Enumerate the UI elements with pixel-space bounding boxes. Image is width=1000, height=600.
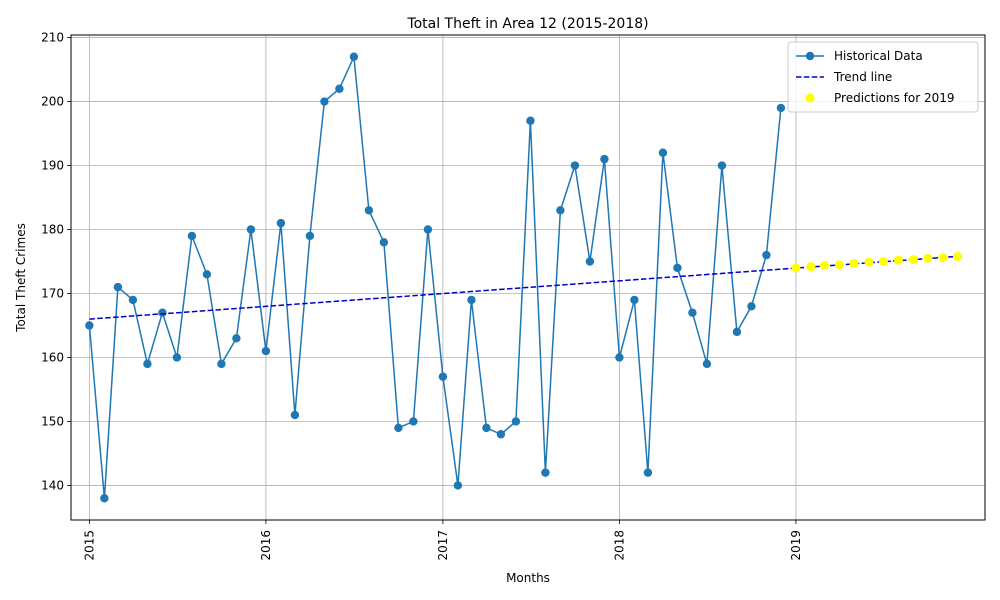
historical-data-point <box>438 372 448 381</box>
series-group <box>85 52 962 503</box>
y-axis-label: Total Theft Crimes <box>14 223 28 333</box>
y-tick-label: 210 <box>41 31 64 45</box>
prediction-point <box>819 260 829 270</box>
y-tick-label: 200 <box>41 95 64 109</box>
historical-data-point <box>526 116 535 125</box>
historical-data-point <box>305 231 315 241</box>
y-tick-label: 170 <box>41 286 64 300</box>
historical-data-point <box>379 238 389 247</box>
historical-data-point <box>556 206 565 215</box>
historical-data-point <box>717 161 727 170</box>
historical-data-point <box>394 423 403 433</box>
historical-data-point <box>673 263 682 273</box>
prediction-point <box>893 255 903 265</box>
historical-data-point <box>409 417 418 426</box>
x-tick-label: 2019 <box>789 530 803 561</box>
historical-data-point <box>570 161 580 170</box>
prediction-point <box>938 253 948 263</box>
historical-data-point <box>172 353 182 362</box>
x-axis-label: Months <box>506 571 550 585</box>
historical-data-point <box>232 334 241 343</box>
prediction-point <box>878 257 888 267</box>
historical-data-point <box>615 353 624 362</box>
x-tick-label: 2017 <box>436 530 450 561</box>
historical-data-point <box>217 359 226 369</box>
historical-data-point <box>364 206 374 215</box>
historical-data-point <box>511 417 521 426</box>
historical-data-point <box>246 225 256 234</box>
historical-data-point <box>100 494 109 503</box>
historical-data-point <box>630 295 639 305</box>
plot-area <box>71 35 985 520</box>
plot-frame <box>70 34 986 521</box>
historical-data-point <box>643 468 653 477</box>
historical-data-point <box>128 295 138 305</box>
prediction-point <box>834 260 844 270</box>
historical-data-point <box>482 423 491 433</box>
historical-data-point <box>658 148 668 157</box>
prediction-point <box>923 253 933 263</box>
historical-data-point <box>85 321 94 330</box>
historical-data-point <box>113 282 123 292</box>
x-tick-label: 2018 <box>612 530 626 561</box>
historical-data-point <box>335 84 344 93</box>
legend: Historical Data Trend line Predictions for… <box>787 41 979 113</box>
historical-data-point <box>261 346 271 356</box>
legend-historical-marker <box>805 51 815 61</box>
chart-title: Total Theft in Area 12 (2015-2018) <box>406 16 648 32</box>
trend-line <box>89 255 958 320</box>
historical-data-point <box>143 359 152 369</box>
historical-data-point <box>187 231 197 241</box>
legend-label: Trend line <box>833 70 892 84</box>
legend-prediction-marker <box>805 93 815 103</box>
historical-data-point <box>747 302 756 311</box>
legend-label: Predictions for 2019 <box>834 91 955 105</box>
historical-data-point <box>585 257 595 266</box>
prediction-point <box>908 255 918 265</box>
historical-data-point <box>290 410 300 420</box>
historical-data-point <box>732 327 742 337</box>
historical-data-point <box>423 225 433 234</box>
historical-data-line <box>88 53 782 499</box>
historical-data-point <box>202 270 212 279</box>
y-tick-label: 140 <box>41 478 64 492</box>
historical-data-point <box>762 250 771 260</box>
prediction-point <box>952 251 962 261</box>
prediction-point <box>791 263 801 273</box>
x-tick-label: 2016 <box>259 530 273 561</box>
historical-data-point <box>320 97 329 106</box>
historical-data-point <box>541 468 550 477</box>
x-tick-label: 2015 <box>82 530 96 561</box>
historical-data-point <box>276 218 286 228</box>
historical-data-point <box>688 308 697 317</box>
historical-data-point <box>467 295 476 305</box>
historical-data-point <box>776 103 786 113</box>
historical-data-point <box>702 359 712 369</box>
y-tick-label: 160 <box>41 350 64 364</box>
axis-ticks: 2015 2016 2017 2018 2019 140 150 160 170 180 190 20… <box>41 31 803 561</box>
prediction-point <box>864 257 874 267</box>
historical-data-point <box>349 52 359 61</box>
prediction-point <box>806 262 816 272</box>
y-tick-label: 150 <box>41 414 64 428</box>
legend-box <box>787 41 979 113</box>
historical-data-point <box>496 430 506 439</box>
historical-data-point <box>600 154 609 164</box>
y-tick-label: 180 <box>41 223 64 237</box>
legend-label: Historical Data <box>834 49 923 63</box>
historical-data-point <box>453 481 463 490</box>
prediction-point <box>849 258 859 268</box>
y-tick-label: 190 <box>41 159 64 173</box>
historical-data-point <box>158 308 167 317</box>
